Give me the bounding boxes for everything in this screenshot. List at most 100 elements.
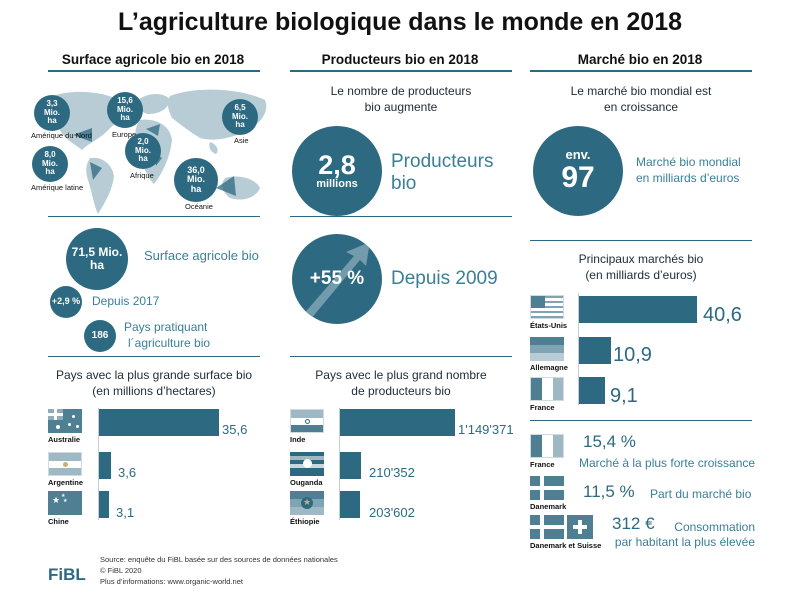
market-cat-1: Allemagne bbox=[530, 363, 568, 372]
producers-cat-0: Inde bbox=[290, 435, 306, 444]
fact-label-france: Marché à la plus forte croissance bbox=[579, 456, 756, 470]
region-label-oceania: Océanie bbox=[185, 202, 213, 211]
fact-country-denmark: Danemark bbox=[530, 502, 567, 511]
column-header-market: Marché bio en 2018 bbox=[577, 52, 703, 67]
market-bar-0 bbox=[579, 296, 697, 323]
market-label: Marché bio mondial en milliards d’euros bbox=[636, 155, 741, 185]
flag-france-2 bbox=[530, 434, 564, 458]
producers-count-circle: 2,8 millions bbox=[292, 126, 382, 216]
flag-denmark-2 bbox=[530, 515, 564, 539]
flag-uganda bbox=[290, 452, 324, 476]
region-circle-north-america: 3,3 Mio. ha bbox=[34, 95, 70, 131]
region-label-latin-america: Amérique latine bbox=[31, 183, 84, 192]
countries-label: Pays pratiquant l´agriculture bio bbox=[124, 320, 211, 350]
producers-chart-title: Pays avec le plus grand nombre de produc… bbox=[315, 368, 487, 398]
pointer-oceania bbox=[216, 176, 236, 196]
region-label-africa: Afrique bbox=[130, 171, 154, 180]
growth-label: Depuis 2017 bbox=[92, 294, 160, 308]
flag-argentina bbox=[48, 452, 82, 476]
producers-bar-1 bbox=[340, 452, 361, 479]
fibl-logo: FiBL bbox=[48, 565, 86, 584]
fact-value-consumption: 312 € bbox=[612, 514, 655, 533]
page-title: L’agriculture biologique dans le monde e… bbox=[117, 8, 682, 36]
surface-cat-1: Argentine bbox=[48, 478, 84, 487]
fact-country-france: France bbox=[530, 460, 555, 469]
divider-market-1 bbox=[530, 240, 752, 241]
flag-germany bbox=[530, 337, 564, 361]
column-header-surface: Surface agricole bio en 2018 bbox=[61, 52, 245, 67]
surface-val-2: 3,1 bbox=[116, 505, 135, 520]
region-circle-europe: 15,6 Mio. ha bbox=[107, 92, 143, 128]
producers-val-2: 203'602 bbox=[369, 505, 415, 520]
fact-value-france: 15,4 % bbox=[583, 432, 636, 451]
producers-subtitle: Le nombre de producteurs bio augmente bbox=[330, 84, 472, 114]
fact-label-denmark: Part du marché bio bbox=[650, 487, 752, 501]
divider-producers-2 bbox=[290, 356, 512, 357]
pointer-latin-america bbox=[90, 162, 102, 180]
market-val-0: 40,6 bbox=[703, 304, 742, 326]
area-circle: 71,5 Mio. ha bbox=[66, 228, 128, 290]
producers-bar-0 bbox=[340, 409, 455, 436]
flag-india bbox=[290, 409, 324, 433]
producers-bar-2 bbox=[340, 491, 360, 518]
market-chart-axis bbox=[578, 293, 579, 405]
flag-switzerland bbox=[567, 515, 593, 539]
flag-australia bbox=[48, 409, 82, 433]
region-circle-oceania: 36,0 Mio. ha bbox=[174, 158, 218, 202]
surface-chart-title: Pays avec la plus grande surface bio (en… bbox=[55, 368, 253, 398]
producers-count-label: Producteurs bio bbox=[391, 151, 494, 194]
producers-cat-2: Éthiopie bbox=[290, 517, 320, 526]
surface-bar-1 bbox=[99, 452, 111, 479]
market-val-2: 9,1 bbox=[610, 385, 638, 407]
market-cat-2: France bbox=[530, 403, 555, 412]
divider-producers-1 bbox=[290, 216, 512, 217]
header-rule-3 bbox=[530, 70, 752, 72]
column-header-producers: Producteurs bio en 2018 bbox=[321, 52, 479, 67]
producers-val-0: 1'149'371 bbox=[458, 422, 514, 437]
fact-label-consumption: Consommation par habitant la plus élevée bbox=[614, 520, 755, 549]
fact-country-denmark-switzerland: Danemark et Suisse bbox=[530, 541, 602, 550]
market-circle: env. 97 bbox=[533, 126, 623, 216]
region-label-asia: Asie bbox=[234, 136, 249, 145]
region-label-north-america: Amérique du Nord bbox=[31, 131, 92, 140]
countries-circle: 186 bbox=[84, 320, 116, 352]
market-cat-0: États-Unis bbox=[530, 321, 568, 330]
area-label: Surface agricole bio bbox=[144, 248, 259, 263]
header-rule-2 bbox=[290, 70, 512, 72]
surface-val-1: 3,6 bbox=[118, 465, 137, 480]
region-circle-asia: 6,5 Mio. ha bbox=[222, 99, 258, 135]
fact-value-denmark: 11,5 % bbox=[583, 482, 635, 501]
surface-cat-2: Chine bbox=[48, 517, 69, 526]
flag-china: ★ ★ ★ bbox=[48, 491, 82, 515]
growth-arrow-icon bbox=[302, 242, 370, 320]
pointer-europe bbox=[146, 124, 160, 136]
producers-growth-label: Depuis 2009 bbox=[391, 268, 498, 289]
producers-growth-circle: +55 % bbox=[292, 234, 382, 324]
pointer-north-america bbox=[73, 128, 92, 142]
producers-val-1: 210'352 bbox=[369, 465, 415, 480]
surface-bar-0 bbox=[99, 409, 219, 436]
divider-market-2 bbox=[530, 420, 752, 421]
market-bar-1 bbox=[579, 337, 611, 364]
flag-france bbox=[530, 377, 564, 401]
market-bar-2 bbox=[579, 377, 605, 404]
region-label-europe: Europe bbox=[112, 130, 137, 139]
market-val-1: 10,9 bbox=[613, 344, 652, 366]
flag-denmark bbox=[530, 476, 564, 500]
growth-circle: +2,9 % bbox=[50, 286, 82, 318]
surface-chart-axis bbox=[98, 408, 99, 520]
divider-surface-2 bbox=[48, 356, 260, 357]
divider-surface-1 bbox=[48, 216, 260, 217]
market-subtitle: Le marché bio mondial est en croissance bbox=[570, 84, 712, 114]
producers-cat-1: Ouganda bbox=[290, 478, 323, 487]
region-circle-latin-america: 8,0 Mio. ha bbox=[32, 146, 68, 182]
region-circle-africa: 2,0 Mio. ha bbox=[125, 133, 161, 169]
market-chart-title: Principaux marchés bio (en milliards d’e… bbox=[578, 252, 704, 282]
producers-chart-axis bbox=[339, 408, 340, 520]
header-rule-1 bbox=[48, 70, 260, 72]
flag-usa bbox=[530, 295, 564, 319]
footer-source: Source: enquête du FiBL basée sur des so… bbox=[100, 555, 338, 586]
surface-bar-2 bbox=[99, 491, 109, 518]
surface-cat-0: Australie bbox=[48, 435, 81, 444]
surface-val-0: 35,6 bbox=[222, 422, 248, 437]
